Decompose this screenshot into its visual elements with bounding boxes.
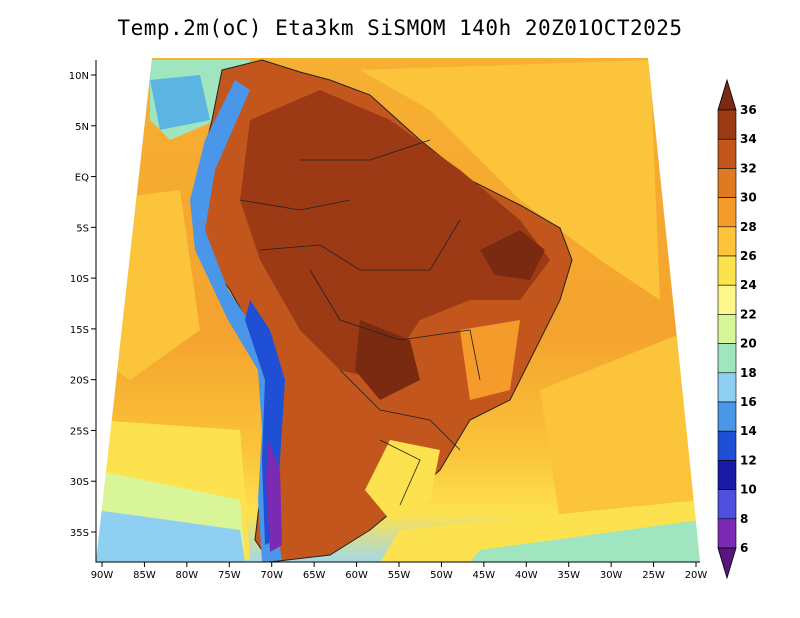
lon-tick-label: 55W [388,570,411,581]
lat-tick-label: 20S [70,376,89,387]
latitude-axis: 10N 5N EQ 5S 10S 15S 20S 25S 30S 35S [69,71,96,539]
colorbar-swatch [717,226,737,257]
lat-tick-label: 35S [70,528,89,539]
colorbar-label: 20 [740,337,757,351]
map-domain [96,58,700,562]
colorbar-label: 10 [740,483,757,497]
lon-tick-label: 85W [133,570,156,581]
lat-tick-label: 5N [75,122,89,133]
colorbar-swatch [717,460,737,490]
colorbar-label: 26 [740,249,757,263]
colorbar-swatch [717,168,737,198]
lat-tick-label: EQ [75,173,89,184]
colorbar-arrow-bottom [717,547,737,580]
colorbar-label: 30 [740,191,757,205]
lat-tick-label: 10N [69,71,89,82]
colorbar: 36 34 32 30 28 26 24 22 20 18 16 14 12 10 8 6 [717,78,757,580]
colorbar-swatch [717,314,737,344]
colorbar-swatch [717,109,737,140]
colorbar-label: 12 [740,453,757,467]
lon-tick-label: 70W [260,570,283,581]
andes-cold-ridge [190,80,285,562]
map-title: Temp.2m(oC) Eta3km SiSMOM 140h 20Z01OCT2… [117,16,683,40]
lon-tick-label: 75W [218,570,241,581]
colorbar-swatch [717,401,737,432]
northeast-hot-zone [480,230,545,280]
lon-tick-label: 30W [600,570,623,581]
colorbar-label: 28 [740,220,757,234]
political-borders [239,139,481,506]
lon-tick-label: 80W [176,570,199,581]
south-atlantic-band [540,330,700,520]
colorbar-swatch [717,489,737,520]
south-atlantic-cold [470,520,700,562]
colorbar-swatch [717,372,737,403]
colorbar-arrow-top [717,78,737,111]
lon-tick-label: 25W [642,570,665,581]
lon-tick-label: 45W [473,570,496,581]
colorbar-swatch [717,430,737,461]
lon-tick-label: 90W [91,570,114,581]
lat-tick-label: 25S [70,426,89,437]
colorbar-swatch [717,255,737,286]
colorbar-label: 16 [740,395,757,409]
lon-tick-label: 35W [557,570,580,581]
colorbar-swatch [717,343,737,374]
atlantic-warm-band [360,60,660,300]
lon-tick-label: 20W [685,570,708,581]
colorbar-swatch [717,138,737,169]
colorbar-label: 6 [740,541,748,555]
lat-tick-label: 15S [70,325,89,336]
amazon-hot-zone [240,90,550,380]
colorbar-swatch [717,197,737,228]
colorbar-label: 24 [740,278,757,292]
lon-tick-label: 50W [430,570,453,581]
colorbar-label: 8 [740,512,748,526]
lat-tick-label: 5S [76,223,89,234]
colorbar-label: 36 [740,103,757,117]
lat-tick-label: 10S [70,274,89,285]
pacific-cold-patch [150,75,210,130]
southeast-mild [460,320,520,400]
south-pacific-cold [96,510,245,562]
colorbar-swatch [717,284,737,315]
andes-peaks [266,440,282,552]
colorbar-label: 18 [740,366,757,380]
colorbar-label: 14 [740,424,757,438]
longitude-axis: 90W 85W 80W 75W 70W 65W 60W 55W 50W 45W 40W 35W 30W 2… [91,562,708,581]
lon-tick-label: 65W [303,570,326,581]
colorbar-label: 32 [740,161,757,175]
colorbar-swatch [717,518,737,549]
south-brazil-mild [365,440,440,520]
lat-tick-label: 30S [70,477,89,488]
lon-tick-label: 60W [345,570,368,581]
lon-tick-label: 40W [515,570,538,581]
colorbar-label: 34 [740,132,757,146]
colorbar-label: 22 [740,307,757,321]
chaco-hot-zone [355,320,420,400]
